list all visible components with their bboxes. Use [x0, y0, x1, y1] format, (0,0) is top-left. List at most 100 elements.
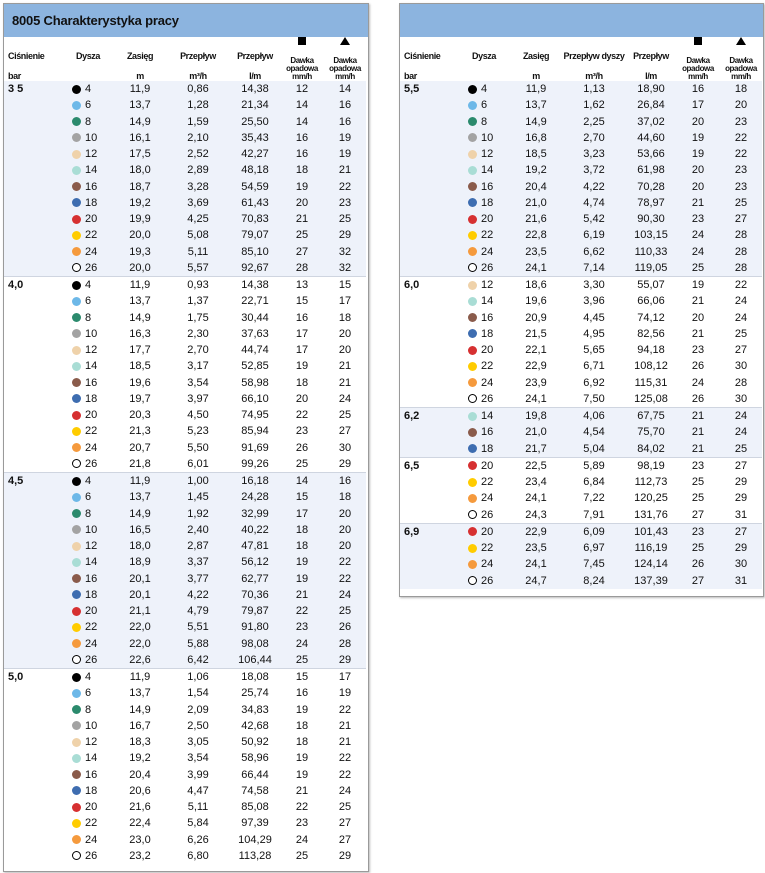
nozzle-color-cell [62, 162, 84, 179]
nozzle-cell: 26 [481, 508, 494, 521]
table-row: 14 19,2 3,72 61,98 20 23 [400, 162, 762, 179]
header-icon-cell [280, 37, 324, 47]
nozzle-color-dot-icon [72, 280, 81, 290]
flow-m3h-cell: 6,71 [583, 360, 605, 373]
table-row: 4,5 4 11,9 1,00 16,18 14 16 [4, 472, 366, 490]
nozzle-color-dot-icon [72, 753, 81, 763]
pressure-cell [4, 178, 62, 195]
pressure-cell [400, 540, 458, 557]
range-cell: 16,1 [114, 129, 166, 146]
nozzle-color-cell [458, 474, 480, 490]
range-cell: 18,9 [114, 554, 166, 571]
flow-lm-cell: 85,94 [241, 425, 269, 438]
header-flow-m3h: Przepływ [180, 51, 216, 61]
flow-m3h-cell: 4,50 [187, 409, 209, 422]
nozzle-color-cell [62, 767, 84, 783]
dose-tri-cell: 29 [720, 540, 762, 557]
flow-lm-cell: 14,38 [230, 276, 280, 294]
table-row: 12 17,5 2,52 42,27 16 19 [4, 146, 366, 163]
flow-lm-cell: 66,10 [241, 392, 269, 405]
pressure-cell [4, 603, 62, 620]
flow-m3h-cell: 2,25 [562, 113, 626, 130]
nozzle-cell: 18 [480, 194, 510, 211]
dose-tri-cell: 25 [324, 603, 366, 620]
range-cell: 24,3 [525, 508, 547, 521]
dose-sq-cell: 23 [280, 619, 324, 636]
pressure-cell [4, 783, 62, 799]
dose-sq-cell: 15 [280, 668, 324, 686]
nozzle-color-cell [458, 572, 480, 589]
nozzle-cell: 26 [481, 392, 494, 405]
nozzle-color-cell [458, 227, 480, 244]
dose-tri-cell: 22 [720, 129, 762, 146]
flow-lm-cell: 53,66 [626, 146, 676, 163]
dose-sq-cell: 23 [676, 456, 720, 474]
pressure-cell [4, 734, 62, 750]
range-cell: 20,3 [129, 409, 151, 422]
nozzle-cell: 12 [480, 146, 510, 163]
range-cell: 24,7 [510, 572, 562, 589]
header-dose-tri: Dawka opadowa mm/h [720, 47, 762, 81]
table-row: 3 5 4 11,9 0,86 14,38 12 14 [4, 81, 366, 98]
pressure-cell [4, 259, 62, 277]
nozzle-color-dot-icon [72, 737, 81, 747]
pressure-cell [400, 358, 458, 374]
table-row: 8 14,9 2,25 37,02 20 23 [400, 113, 762, 130]
dose-sq-cell: 20 [676, 162, 720, 179]
flow-m3h-cell: 4,95 [583, 327, 605, 340]
dose-tri-cell: 32 [324, 259, 366, 277]
table-row: 12 18,0 2,87 47,81 18 20 [4, 538, 366, 555]
nozzle-color-dot-icon [72, 165, 81, 175]
flow-lm-cell: 61,98 [626, 162, 676, 179]
range-cell: 18,5 [129, 360, 151, 373]
triangle-icon [340, 37, 350, 45]
unit-nozzle [62, 61, 114, 81]
dose-sq-cell: 16 [295, 311, 309, 324]
nozzle-color-dot-icon [72, 84, 81, 94]
range-cell: 19,2 [129, 752, 151, 765]
flow-lm-cell: 116,19 [626, 540, 676, 557]
range-cell: 24,1 [510, 556, 562, 573]
nozzle-color-cell [62, 310, 84, 326]
nozzle-cell: 20 [84, 211, 114, 228]
table-row: 14 18,9 3,37 56,12 19 22 [4, 554, 366, 571]
dose-unit: mm/h [292, 72, 312, 81]
header-units-row: bar m m³/h l/m [4, 61, 366, 81]
flow-lm-cell: 70,36 [230, 586, 280, 603]
flow-lm-cell: 104,29 [238, 833, 272, 846]
nozzle-color-cell [458, 326, 480, 342]
range-cell: 19,2 [510, 162, 562, 179]
performance-table-left: 8005 Charakterystyka pracy Ciśnienie Dysz… [3, 3, 369, 872]
pressure-cell [400, 572, 458, 589]
nozzle-cell: 18 [84, 194, 114, 211]
dose-tri-cell: 20 [324, 538, 366, 555]
range-cell: 19,6 [129, 376, 151, 389]
flow-m3h-cell: 2,70 [562, 129, 626, 146]
flow-m3h-cell: 6,26 [187, 833, 209, 846]
nozzle-cell: 16 [85, 376, 98, 389]
table-row: 24 23,9 6,92 115,31 24 28 [400, 375, 762, 391]
nozzle-cell: 20 [480, 522, 510, 540]
table-row: 12 18,3 3,05 50,92 18 21 [4, 734, 366, 750]
table-row: 22 22,8 6,19 103,15 24 28 [400, 227, 762, 244]
range-cell: 23,5 [510, 243, 562, 260]
nozzle-color-cell [62, 178, 84, 195]
pressure-cell [4, 799, 62, 815]
nozzle-color-dot-icon [468, 296, 477, 306]
nozzle-cell: 20 [85, 801, 98, 814]
flow-m3h-cell: 1,06 [166, 668, 230, 686]
range-cell: 16,8 [510, 129, 562, 146]
dose-sq-cell: 25 [295, 849, 309, 862]
range-cell: 22,8 [510, 227, 562, 244]
dose-sq-cell: 14 [280, 97, 324, 114]
nozzle-color-dot-icon [468, 280, 477, 290]
nozzle-cell: 24 [481, 492, 494, 505]
pressure-cell [400, 259, 458, 277]
dose-unit: mm/h [335, 72, 355, 81]
dose-tri-cell: 29 [734, 476, 748, 489]
flow-lm-cell: 66,06 [637, 295, 665, 308]
dose-sq-cell: 25 [280, 651, 324, 669]
table-row: 22 23,5 6,97 116,19 25 29 [400, 540, 762, 557]
nozzle-color-dot-icon [468, 477, 477, 487]
flow-lm-cell: 50,92 [241, 736, 269, 749]
